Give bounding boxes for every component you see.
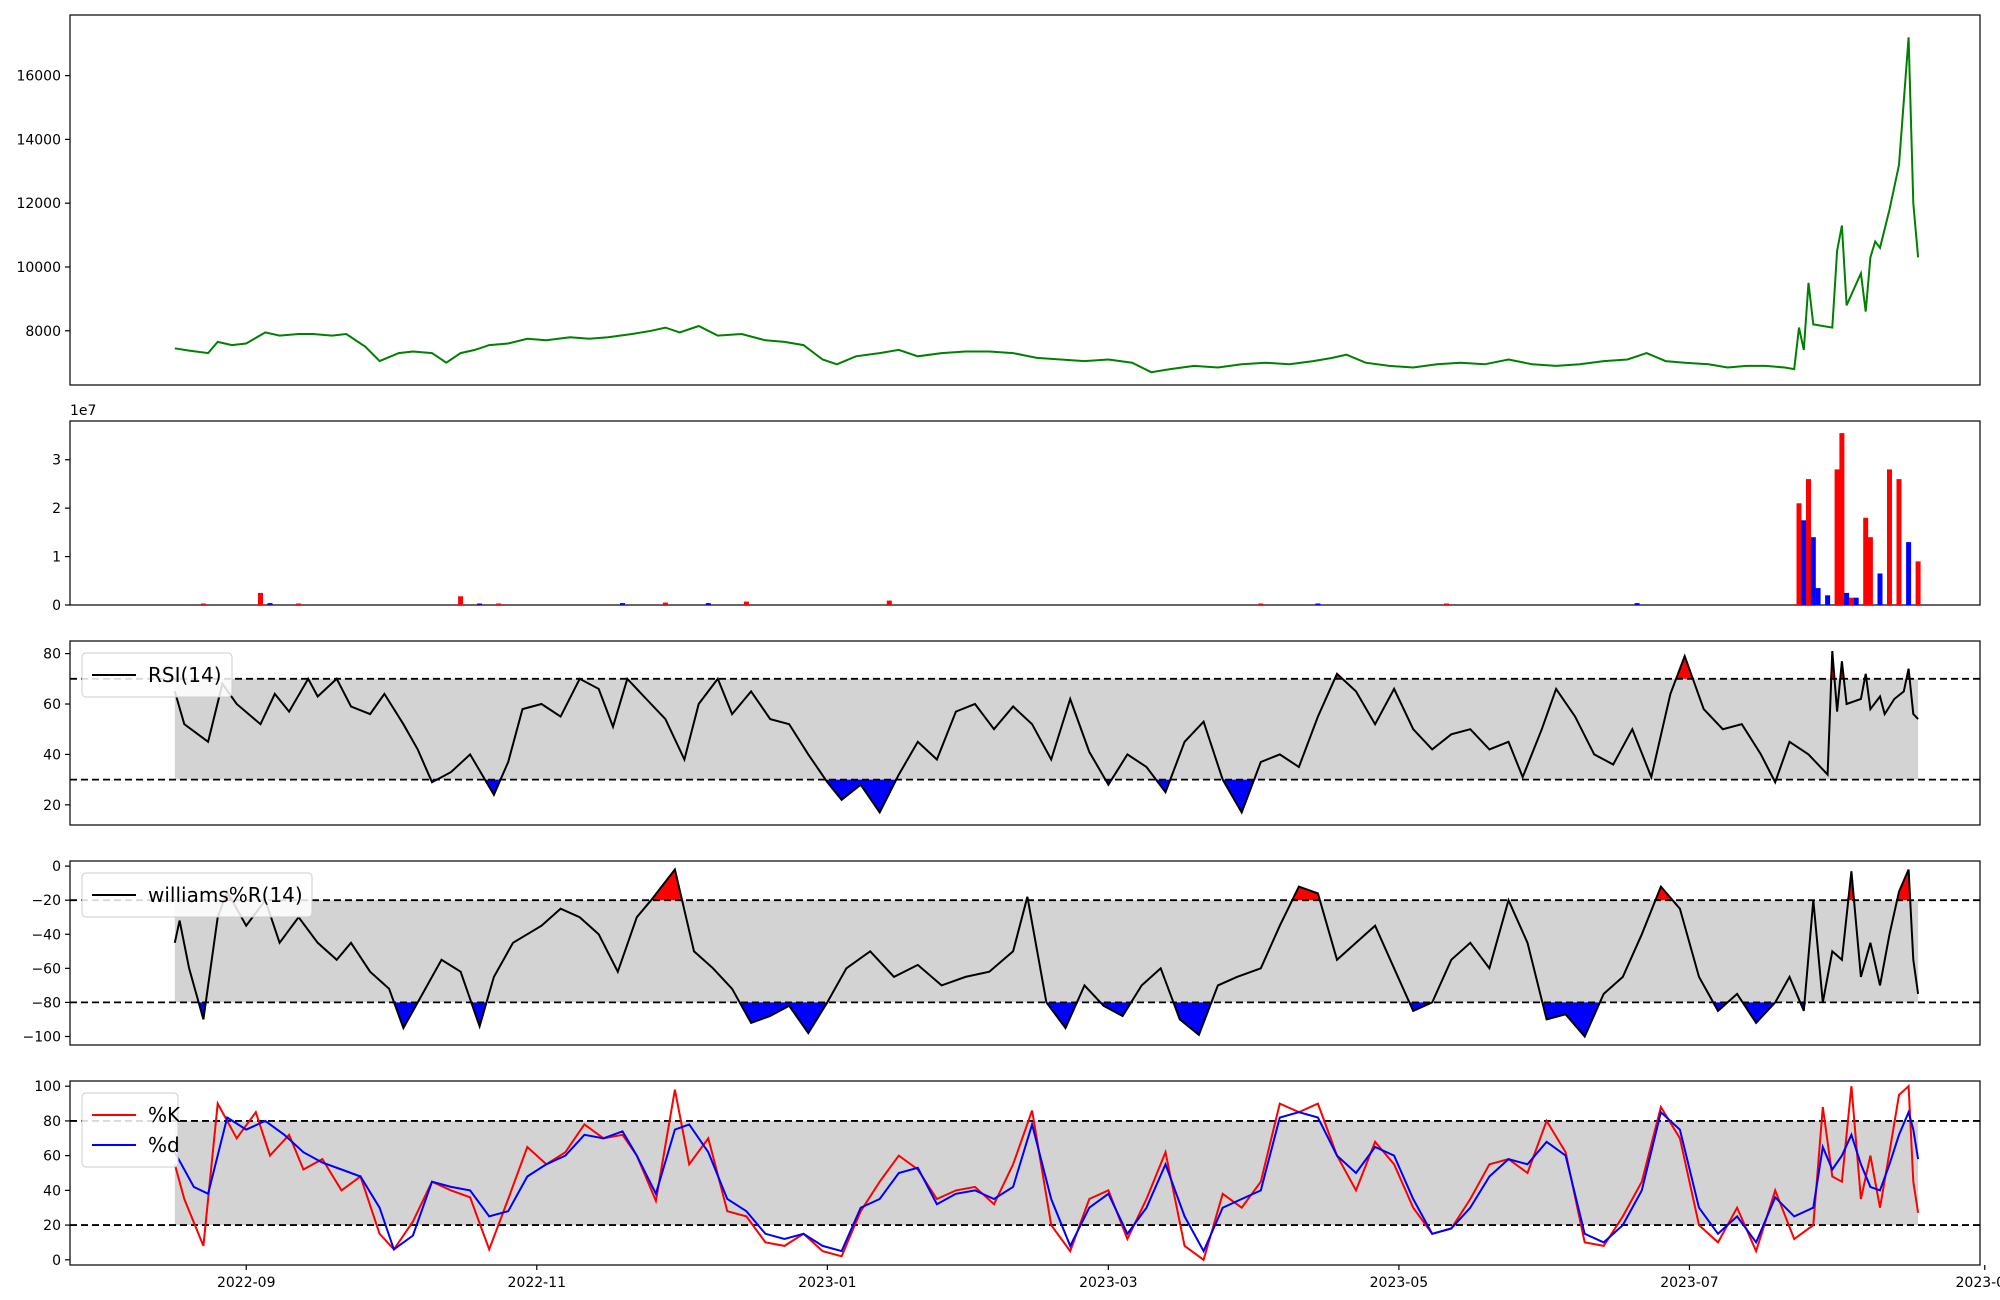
rsi-panel: 20 40 60 80 RSI(14) — [43, 640, 1981, 826]
volume-bar — [496, 603, 502, 605]
xtick-label: 2023-03 — [1079, 1275, 1138, 1291]
stochastic-ytick-label: 60 — [43, 1149, 61, 1165]
rsi-ytick-label: 60 — [43, 697, 61, 713]
volume-bar — [200, 603, 206, 605]
volume-bar — [1315, 603, 1321, 605]
rsi-frame — [69, 640, 1981, 826]
volume-bar — [1801, 520, 1807, 605]
price-ytick-label: 14000 — [16, 132, 61, 148]
volume-bar — [1815, 588, 1821, 605]
chart-4-legend-label: %K — [148, 1103, 181, 1127]
volume-bar — [1258, 603, 1264, 605]
volume-bar — [267, 603, 273, 605]
volume-bar — [1863, 517, 1869, 605]
xtick-label: 2022-11 — [508, 1275, 567, 1291]
williams-ytick-label: −20 — [31, 893, 61, 909]
panels: 80001000012000140001600001231e720406080R… — [16, 14, 2000, 1291]
volume-panel: 0 1 2 3 1e7 — [52, 403, 1981, 614]
price-ytick-label: 8000 — [25, 324, 61, 340]
volume-bar — [1844, 592, 1850, 605]
price-frame — [69, 14, 1981, 386]
chart-4-legend-label: %d — [148, 1133, 180, 1157]
rsi-line — [173, 651, 1919, 815]
volume-bar — [1915, 561, 1921, 605]
stochastic-ytick-label: 0 — [52, 1253, 61, 1269]
volume-ytick-label: 3 — [52, 453, 61, 469]
volume-ytick-label: 0 — [52, 598, 61, 614]
williams-panel: 0 −20 −40 −60 −80 −100 williams%R(14) — [23, 859, 1981, 1046]
williams-ytick-label: −40 — [31, 927, 61, 943]
chart-3-legend-label: williams%R(14) — [148, 883, 303, 907]
stochastic-band-fill — [174, 1120, 1919, 1226]
volume-bar — [258, 592, 263, 605]
volume-bar — [1848, 597, 1854, 605]
stochastic-panel: 0 20 40 60 80 100 %K %d 2022-09 2022-11 2023-01 202… — [34, 1079, 2000, 1291]
volume-bar — [1634, 603, 1640, 605]
xtick-label: 2023-07 — [1660, 1275, 1719, 1291]
volume-bar — [662, 602, 668, 605]
volume-bar — [1906, 542, 1912, 605]
volume-bar — [886, 600, 892, 605]
williams-ytick-label: −100 — [23, 1029, 61, 1045]
stochastic-frame — [69, 1080, 1981, 1266]
volume-bar — [458, 596, 464, 605]
volume-bar — [1853, 597, 1859, 605]
volume-frame — [69, 420, 1981, 606]
williams-ytick-label: −80 — [31, 995, 61, 1011]
volume-scale-label: 1e7 — [70, 403, 96, 419]
williams-frame — [69, 860, 1981, 1046]
stochastic-ytick-label: 100 — [34, 1079, 61, 1095]
price-panel: 8000 10000 12000 14000 16000 — [16, 14, 1981, 386]
stochastic-d-line — [173, 1109, 1920, 1254]
price-ytick-label: 10000 — [16, 260, 61, 276]
volume-bar — [1896, 479, 1902, 605]
xtick-label: 2023-09 — [1956, 1275, 2000, 1291]
rsi-band-fill — [174, 678, 1919, 780]
chart-3-legend-box — [81, 872, 313, 918]
price-ytick-label: 16000 — [16, 69, 61, 85]
volume-bar — [296, 603, 302, 605]
volume-bar — [1867, 537, 1873, 605]
volume-bar — [1839, 433, 1845, 605]
volume-bar — [1806, 479, 1811, 605]
volume-ytick-label: 1 — [52, 550, 61, 566]
volume-bar — [1810, 537, 1816, 605]
stochastic-ytick-label: 40 — [43, 1183, 61, 1199]
xtick-label: 2023-01 — [798, 1275, 857, 1291]
price-ytick-label: 12000 — [16, 196, 61, 212]
volume-bar — [477, 603, 483, 605]
volume-bar — [1444, 603, 1449, 605]
volume-bar — [1877, 573, 1883, 605]
williams-ytick-label: −60 — [31, 961, 61, 977]
stochastic-ytick-label: 80 — [43, 1114, 61, 1130]
stochastic-ytick-label: 20 — [43, 1218, 61, 1234]
volume-ytick-label: 2 — [52, 501, 61, 517]
volume-bar — [620, 603, 625, 605]
volume-bar — [743, 601, 749, 605]
volume-bar — [1887, 469, 1892, 605]
chart-4-legend-box — [81, 1092, 179, 1168]
price-line — [174, 37, 1920, 374]
volume-bar — [1796, 503, 1802, 605]
williams-ytick-label: 0 — [52, 859, 61, 875]
chart-2-legend-box — [81, 652, 233, 698]
stochastic-k-line — [173, 1084, 1920, 1262]
volume-bar — [705, 603, 711, 605]
xtick-label: 2023-05 — [1370, 1275, 1429, 1291]
volume-bar — [1825, 595, 1831, 605]
volume-bar — [1834, 469, 1840, 605]
williams-band-fill — [174, 900, 1919, 1003]
xtick-label: 2022-09 — [217, 1275, 276, 1291]
williams-line — [173, 867, 1920, 1039]
rsi-ytick-label: 80 — [43, 647, 61, 663]
rsi-ytick-label: 20 — [43, 798, 61, 814]
rsi-ytick-label: 40 — [43, 747, 61, 763]
chart-2-legend-label: RSI(14) — [148, 663, 222, 687]
